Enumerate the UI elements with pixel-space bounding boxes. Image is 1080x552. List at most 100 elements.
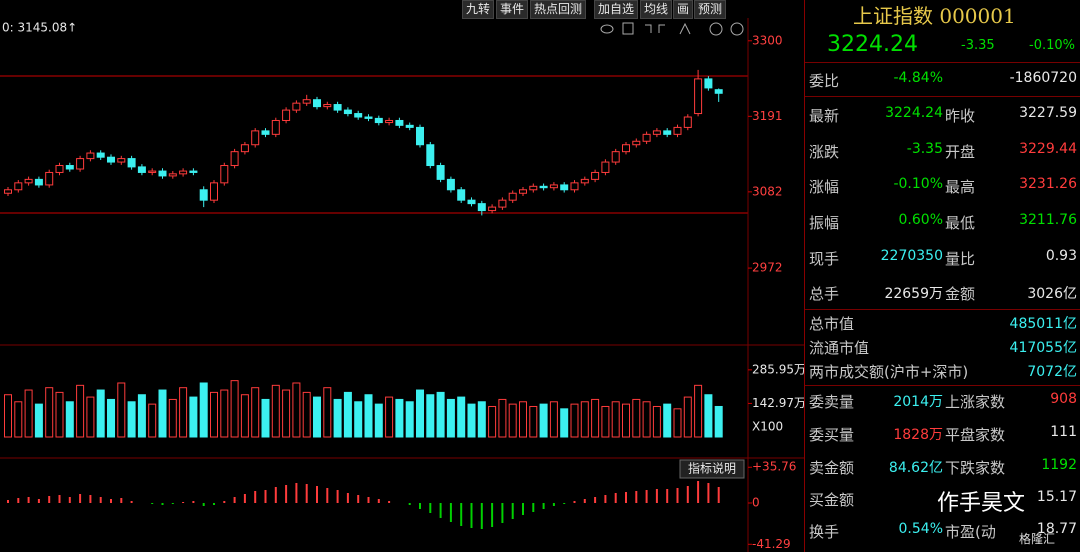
quote-panel: 上证指数 000001 3224.24 -3.35 -0.10% 委比 -4.84…	[804, 0, 1080, 552]
toolbar-button[interactable]: 均线	[640, 0, 673, 19]
candle-body	[168, 173, 177, 177]
candle-body	[652, 130, 661, 135]
volume-bar	[704, 394, 713, 438]
volume-bar	[302, 391, 311, 438]
candle-body	[673, 126, 682, 135]
candle-body	[271, 119, 280, 135]
toolbar-button[interactable]: 九转	[462, 0, 495, 19]
row-label: 买金额	[809, 491, 855, 509]
row-value: 3026亿	[1027, 286, 1077, 302]
volume-bar	[127, 401, 136, 438]
row-value: 3227.59	[1019, 105, 1077, 121]
volume-bar	[580, 401, 589, 438]
y-tick-label: 285.95万	[752, 362, 804, 376]
candle-body	[199, 189, 208, 201]
candle-body	[96, 152, 105, 158]
candle-body	[405, 124, 414, 128]
candle-body	[642, 133, 651, 142]
toolbar-button[interactable]: 热点回测	[530, 0, 587, 19]
row-label: 流通市值	[809, 339, 870, 357]
row-value: 3231.26	[1019, 176, 1077, 192]
volume-bar	[642, 401, 651, 438]
chart-area: 0: 3145.08↑ X100 指标说明 2972 3082 3191 3300 14…	[0, 18, 804, 552]
chart-tools[interactable]	[600, 22, 744, 36]
volume-bar	[446, 398, 455, 438]
volume-bar	[34, 403, 43, 438]
volume-bar	[416, 389, 424, 438]
candle-body	[622, 144, 630, 153]
volume-bar	[137, 394, 146, 438]
row-label: 两市成交额(沪市+深市)	[809, 363, 969, 381]
row-value: -1860720	[1009, 70, 1077, 86]
volume-bar	[663, 403, 672, 438]
volume-bar	[323, 387, 332, 438]
row-label: 换手	[809, 523, 840, 541]
volume-bar	[4, 394, 12, 438]
candle-body	[704, 78, 713, 89]
candle-body	[601, 161, 610, 173]
toolbar-button[interactable]: 预测	[694, 0, 727, 19]
volume-bar	[313, 396, 321, 438]
candle-body	[354, 113, 363, 118]
row-label: 涨幅	[809, 178, 840, 196]
candle-body	[426, 144, 435, 167]
row-label: 最低	[945, 214, 976, 232]
candle-body	[632, 140, 641, 146]
toolbar-button[interactable]: 画	[673, 0, 694, 19]
volume-bar	[96, 389, 105, 438]
candle-body	[519, 189, 527, 194]
toolbar-button[interactable]: 加自选	[594, 0, 639, 19]
volume-bar	[292, 382, 301, 438]
volume-bar	[240, 394, 249, 438]
volume-bar	[683, 396, 692, 438]
indicator-help-text[interactable]: 指标说明	[688, 461, 736, 476]
candle-body	[117, 158, 126, 163]
candle-body	[220, 165, 229, 184]
volume-bar	[652, 405, 661, 438]
y-tick-label: 3082	[752, 184, 783, 198]
volume-bar	[591, 398, 600, 438]
row-label: 委买量	[809, 426, 855, 444]
candle-body	[683, 116, 692, 128]
volume-bar	[86, 396, 95, 438]
candle-body	[580, 178, 589, 184]
change-pct: -0.10%	[1029, 38, 1075, 53]
candle-body	[694, 78, 703, 115]
volume-bar	[199, 382, 208, 438]
volume-bar	[467, 403, 476, 438]
volume-bar	[261, 398, 270, 438]
row-value: 417055亿	[1009, 340, 1077, 356]
toolbar-button[interactable]: 事件	[496, 0, 529, 19]
volume-bar	[405, 401, 414, 438]
watermark-source: 格隆汇	[1019, 532, 1056, 546]
row-label: 委卖量	[809, 393, 855, 411]
volume-bar	[529, 405, 538, 438]
row-value: 1828万	[893, 427, 943, 443]
candle-body	[282, 109, 291, 121]
candle-body	[395, 119, 404, 126]
volume-bar	[107, 398, 115, 438]
volume-bar	[560, 408, 569, 438]
volume-bar	[24, 389, 33, 438]
candle-body	[488, 206, 497, 212]
candle-body	[663, 130, 672, 135]
volume-bar	[539, 403, 548, 438]
y-tick-label: +35.76	[752, 460, 796, 474]
row-value: -0.10%	[893, 176, 943, 192]
indicator-help-button[interactable]	[679, 459, 745, 479]
row-value: 0.54%	[898, 521, 943, 537]
candle-body	[261, 130, 270, 135]
candle-body	[251, 130, 260, 146]
candle-body	[45, 171, 54, 186]
volume-bar	[673, 408, 682, 438]
y-tick-label: 3191	[752, 109, 783, 123]
row-label: 昨收	[945, 107, 976, 125]
volume-bar	[374, 403, 383, 438]
candle-body	[385, 119, 394, 124]
candle-body	[4, 189, 12, 194]
volume-unit: X100	[752, 420, 783, 434]
y-tick-label: 0	[752, 496, 760, 510]
row-value: 485011亿	[1009, 316, 1077, 332]
candle-body	[230, 151, 239, 167]
